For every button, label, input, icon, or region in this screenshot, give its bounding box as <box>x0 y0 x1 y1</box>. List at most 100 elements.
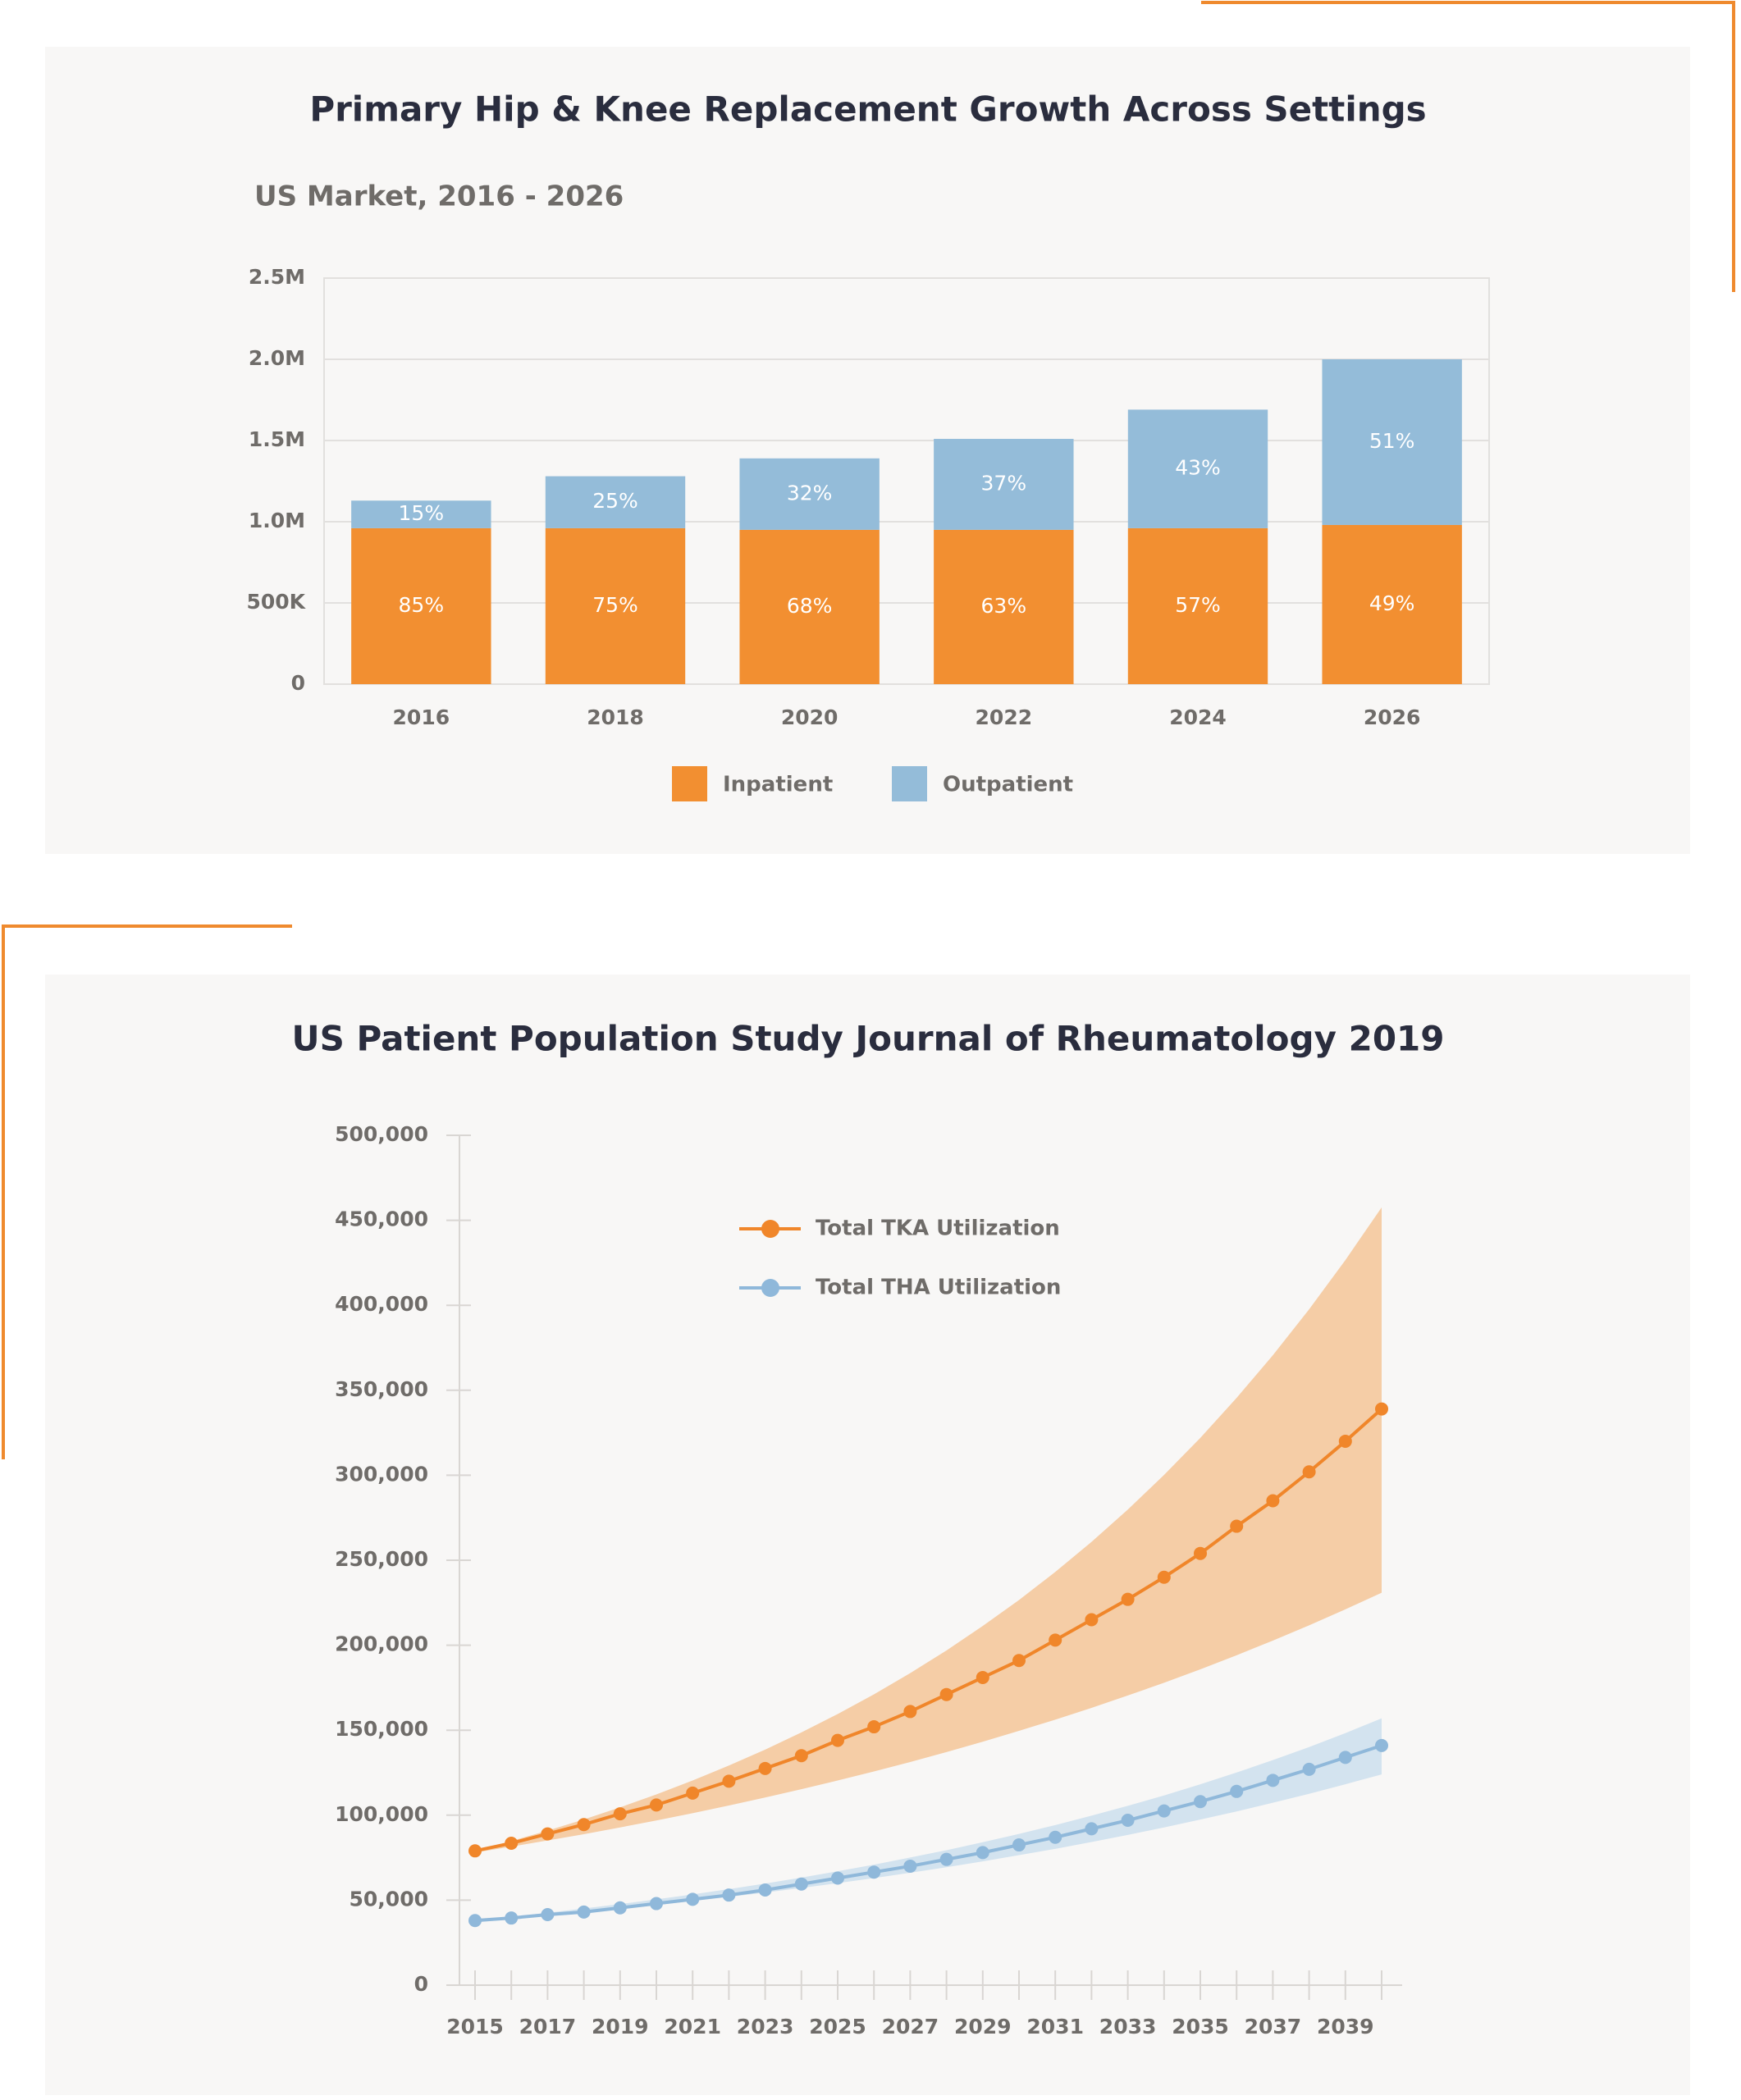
data-point <box>794 1749 808 1763</box>
data-point <box>1338 1751 1352 1764</box>
data-point <box>939 1852 953 1866</box>
data-point <box>1121 1592 1135 1606</box>
data-point <box>758 1883 772 1897</box>
data-point <box>939 1687 953 1701</box>
bar-segment <box>934 529 1074 684</box>
data-point <box>686 1786 700 1800</box>
x-tick-label: 2039 <box>1317 2015 1374 2038</box>
x-tick-label: 2027 <box>882 2015 939 2038</box>
data-point <box>468 1914 482 1928</box>
x-tick-label: 2029 <box>954 2015 1012 2038</box>
y-tick-label: 300,000 <box>335 1462 428 1486</box>
legend-label: Total TKA Utilization <box>816 1217 1060 1241</box>
data-point <box>1012 1654 1026 1668</box>
data-point <box>722 1774 736 1788</box>
y-tick-label: 2.0M <box>249 346 305 370</box>
y-tick-label: 500,000 <box>335 1122 428 1146</box>
y-tick-label: 450,000 <box>335 1208 428 1231</box>
data-point <box>1085 1613 1099 1627</box>
data-point <box>541 1827 555 1841</box>
data-point <box>867 1865 881 1879</box>
data-point <box>505 1836 519 1850</box>
data-point <box>1230 1519 1244 1533</box>
data-point <box>1049 1830 1062 1844</box>
x-tick-label: 2022 <box>976 705 1033 729</box>
data-point <box>505 1911 519 1925</box>
data-point <box>541 1908 555 1922</box>
data-point <box>577 1818 591 1832</box>
data-label: 43% <box>1175 456 1221 480</box>
data-point <box>1230 1784 1244 1798</box>
x-tick-label: 2037 <box>1245 2015 1302 2038</box>
data-label: 85% <box>399 593 445 617</box>
data-label: 51% <box>1369 429 1415 453</box>
data-point <box>650 1798 663 1812</box>
y-tick-label: 0 <box>291 671 305 695</box>
data-point <box>758 1761 772 1775</box>
data-label: 68% <box>787 594 833 618</box>
bar-segment <box>351 527 491 684</box>
y-tick-label: 1.0M <box>249 509 305 532</box>
x-tick-label: 2031 <box>1026 2015 1084 2038</box>
data-label: 15% <box>399 501 445 525</box>
y-tick-label: 0 <box>414 1972 428 1996</box>
x-tick-label: 2017 <box>519 2015 577 2038</box>
data-point <box>1194 1795 1207 1809</box>
x-tick-label: 2015 <box>446 2015 504 2038</box>
panel <box>45 975 1690 2095</box>
chart-title: US Patient Population Study Journal of R… <box>292 1019 1445 1059</box>
y-tick-label: 150,000 <box>335 1717 428 1741</box>
data-point <box>613 1901 627 1915</box>
legend-label: Total THA Utilization <box>816 1276 1061 1300</box>
data-point <box>686 1892 700 1906</box>
data-label: 37% <box>981 471 1027 495</box>
data-point <box>1375 1402 1388 1416</box>
y-tick-label: 100,000 <box>335 1802 428 1826</box>
data-point <box>903 1705 917 1719</box>
x-tick-label: 2024 <box>1169 705 1227 729</box>
y-tick-label: 200,000 <box>335 1632 428 1656</box>
bar-segment <box>1127 409 1268 528</box>
x-tick-label: 2023 <box>737 2015 794 2038</box>
data-point <box>1194 1546 1207 1560</box>
y-tick-label: 1.5M <box>249 427 305 451</box>
data-point <box>1266 1774 1280 1787</box>
corner-decoration <box>1201 1 1735 292</box>
x-tick-label: 2026 <box>1364 705 1421 729</box>
confidence-band <box>475 1207 1382 1853</box>
data-point <box>613 1807 627 1821</box>
data-point <box>867 1720 881 1734</box>
plot-border <box>323 277 1490 685</box>
bar-segment <box>739 458 880 530</box>
bar-segment <box>545 527 686 684</box>
y-tick-label: 400,000 <box>335 1292 428 1316</box>
chart-subtitle: US Market, 2016 - 2026 <box>254 180 624 213</box>
data-point <box>468 1844 482 1858</box>
data-point <box>1121 1814 1135 1828</box>
data-label: 57% <box>1175 593 1221 617</box>
bar-segment <box>934 439 1074 530</box>
x-tick-label: 2033 <box>1099 2015 1157 2038</box>
legend-swatch <box>672 766 707 801</box>
data-point <box>1157 1570 1171 1584</box>
data-point <box>1012 1838 1026 1852</box>
x-tick-label: 2019 <box>592 2015 649 2038</box>
data-point <box>1338 1434 1352 1448</box>
data-point <box>1085 1822 1099 1836</box>
data-point <box>831 1871 844 1885</box>
y-tick-label: 500K <box>246 590 306 614</box>
data-point <box>577 1905 591 1919</box>
corner-decoration <box>2 924 292 1459</box>
legend-swatch <box>892 766 927 801</box>
data-label: 63% <box>981 594 1027 618</box>
data-label: 75% <box>592 593 638 617</box>
data-label: 25% <box>592 489 638 513</box>
x-tick-label: 2016 <box>393 705 450 729</box>
x-tick-label: 2018 <box>587 705 644 729</box>
data-point <box>1157 1804 1171 1818</box>
data-label: 32% <box>787 481 833 504</box>
data-point <box>976 1670 989 1684</box>
bar-segment <box>1322 524 1462 684</box>
